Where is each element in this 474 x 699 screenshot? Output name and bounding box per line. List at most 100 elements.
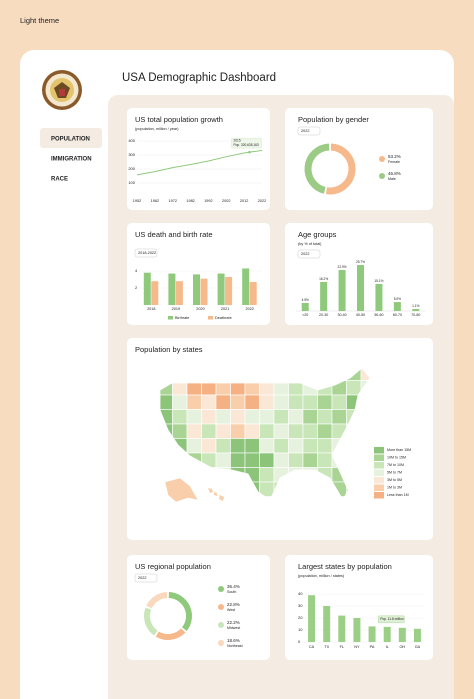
- state: [186, 423, 202, 439]
- legend-value: 22.8%: [227, 602, 240, 607]
- annotation-dot: [248, 150, 251, 154]
- bar: [412, 309, 420, 311]
- value-label: 16.2%: [319, 277, 328, 281]
- annotation-box: [231, 137, 262, 149]
- nav-item[interactable]: RACE: [51, 177, 68, 183]
- legend-swatch: [374, 492, 384, 499]
- card-subtitle: (population, million / states): [298, 574, 345, 578]
- bar: [368, 626, 376, 642]
- x-tick-label: 2022: [245, 307, 253, 311]
- state: [186, 394, 202, 410]
- state: [215, 409, 231, 425]
- legend-value: 53.2%: [388, 154, 401, 159]
- x-tick-label: 1972: [168, 199, 176, 203]
- state: [230, 409, 246, 425]
- bar: [193, 274, 200, 305]
- x-tick-label: 2022: [258, 199, 266, 203]
- state: [317, 438, 333, 454]
- x-tick-label: 1952: [133, 199, 141, 203]
- y-tick-label: 4: [135, 268, 138, 273]
- x-tick-label: TX: [324, 645, 329, 649]
- bar: [168, 273, 176, 305]
- nav-item[interactable]: POPULATION: [51, 137, 90, 143]
- donut-segment: [144, 607, 158, 636]
- x-tick-label: <20: [302, 313, 308, 317]
- state: [259, 438, 275, 454]
- legend-swatch: [374, 447, 384, 454]
- y-tick-label: 2: [135, 285, 138, 290]
- legend-name: Midwest: [227, 626, 240, 630]
- value-label: 15.1%: [374, 279, 383, 283]
- bar: [393, 302, 401, 311]
- state: [302, 438, 318, 454]
- bar: [375, 283, 383, 311]
- dropdown[interactable]: [297, 249, 321, 259]
- x-tick-label: FL: [340, 645, 344, 649]
- bar: [200, 278, 208, 305]
- legend-name: West: [227, 608, 235, 612]
- state: [215, 394, 231, 410]
- theme-label: Light theme: [20, 16, 59, 25]
- legend-dot: [218, 622, 224, 628]
- state: [273, 423, 289, 439]
- legend-dot: [379, 156, 385, 162]
- state: [215, 423, 231, 439]
- legend-label: Deathrate: [215, 316, 232, 320]
- legend-swatch: [374, 454, 384, 461]
- x-tick-label: 20-30: [319, 313, 328, 317]
- y-tick-label: 200: [128, 166, 135, 171]
- state: [259, 452, 275, 468]
- nav-item[interactable]: IMMIGRATION: [51, 157, 92, 163]
- legend-name: Male: [388, 177, 396, 181]
- y-tick-label: 0: [298, 639, 301, 644]
- y-tick-label: 30: [298, 603, 303, 608]
- x-tick-label: 1992: [204, 199, 212, 203]
- annotation-box: [378, 615, 405, 624]
- x-tick-label: 40-50: [356, 313, 365, 317]
- card: [127, 223, 270, 325]
- donut-segment: [155, 628, 186, 640]
- state: [259, 409, 275, 425]
- x-tick-label: PA: [370, 645, 375, 649]
- legend-label: 1M to 3M: [387, 485, 402, 489]
- state: [172, 423, 188, 439]
- legend-label: Birthrate: [175, 316, 189, 320]
- legend-dot: [379, 173, 385, 179]
- state: [230, 394, 246, 410]
- state: [244, 409, 260, 425]
- state: [244, 452, 260, 468]
- value-label: 1.1%: [412, 304, 419, 308]
- state: [273, 452, 289, 468]
- state: [201, 423, 217, 439]
- line: [136, 149, 263, 176]
- state: [331, 394, 347, 410]
- legend-dot: [218, 640, 224, 646]
- y-tick-label: 100: [128, 180, 135, 185]
- state: [230, 423, 246, 439]
- state: [302, 452, 318, 468]
- dropdown[interactable]: [134, 248, 158, 258]
- nav-active-bg: [40, 128, 102, 148]
- state: [317, 409, 333, 425]
- state: [186, 438, 202, 454]
- state: [230, 452, 246, 468]
- value-label: 25.7%: [356, 260, 365, 264]
- legend-label: 10M to 15M: [387, 455, 406, 459]
- legend-swatch: [374, 462, 384, 469]
- x-tick-label: 60-70: [393, 313, 402, 317]
- bar: [338, 615, 346, 642]
- dropdown[interactable]: [297, 126, 321, 136]
- x-tick-label: 2018: [147, 307, 155, 311]
- state: [302, 409, 318, 425]
- bar: [320, 282, 328, 311]
- bar: [143, 272, 151, 305]
- x-tick-label: 30-40: [337, 313, 346, 317]
- x-tick-label: 2012: [240, 199, 248, 203]
- x-tick-label: 1962: [151, 199, 159, 203]
- bar: [338, 270, 346, 311]
- dropdown[interactable]: [134, 573, 158, 583]
- state: [259, 467, 275, 483]
- state: [288, 409, 304, 425]
